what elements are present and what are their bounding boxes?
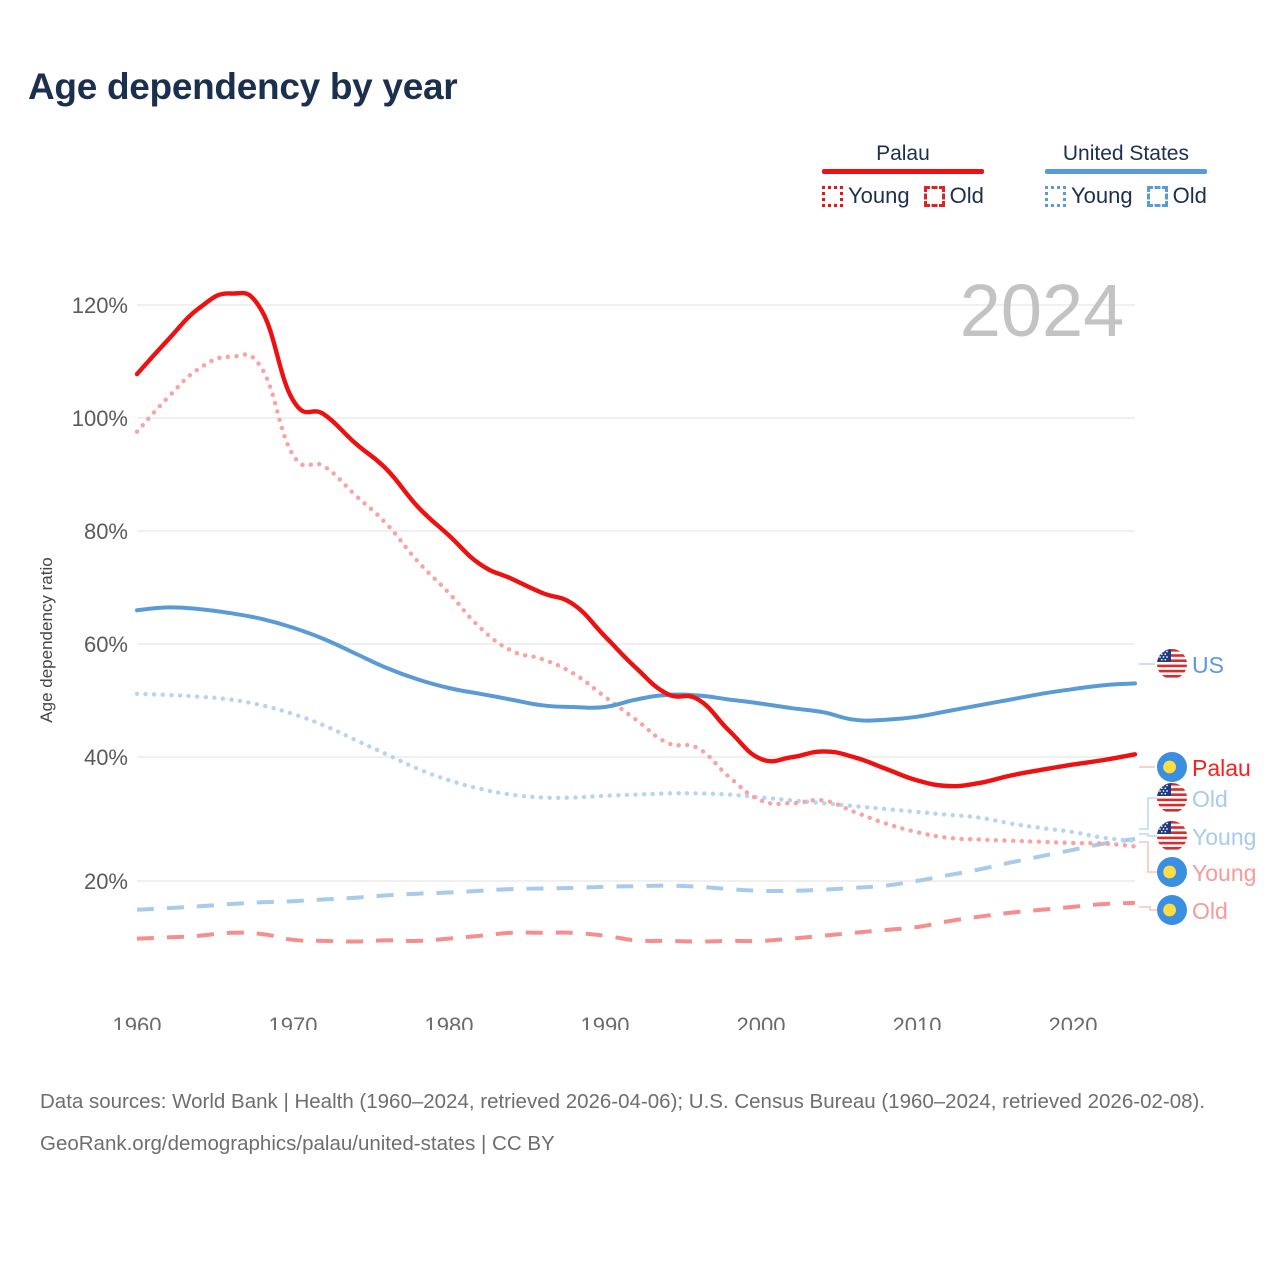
legend-group-palau: Palau Young Old — [822, 142, 984, 209]
legend-item-palau-young[interactable]: Young — [822, 183, 910, 209]
line-chart: 120% 100% 80% 60% 40% 20% Age dependency… — [37, 269, 1256, 1030]
chart-footer: Data sources: World Bank | Health (1960–… — [40, 1085, 1255, 1160]
svg-text:100%: 100% — [72, 406, 128, 431]
legend-item-us-young[interactable]: Young — [1045, 183, 1133, 209]
svg-text:1980: 1980 — [425, 1013, 474, 1030]
end-label-text-palau-young: Young — [1192, 860, 1256, 886]
dashed-square-swatch-icon — [923, 185, 945, 207]
end-label-us-old[interactable]: Old — [1157, 783, 1228, 813]
end-label-text-us-young: Young — [1192, 824, 1256, 850]
legend-country-united-states[interactable]: United States — [1062, 142, 1189, 165]
legend-item-us-old[interactable]: Old — [1146, 183, 1207, 209]
year-watermark: 2024 — [960, 269, 1125, 352]
legend-label-us-young: Young — [1071, 183, 1133, 208]
series-line-us-old — [136, 837, 1136, 912]
legend-rule-united-states — [1045, 169, 1207, 174]
legend-label-palau-young: Young — [848, 183, 910, 208]
end-label-text-us: US — [1192, 652, 1224, 678]
end-label-us-young[interactable]: Young — [1157, 821, 1256, 851]
svg-text:2010: 2010 — [893, 1013, 942, 1030]
legend-label-us-old: Old — [1172, 183, 1207, 208]
series-line-palau-total — [134, 290, 1138, 789]
svg-text:60%: 60% — [84, 632, 128, 657]
end-label-us[interactable]: US — [1157, 649, 1224, 679]
legend-label-palau-old: Old — [949, 183, 984, 208]
svg-text:1990: 1990 — [581, 1013, 630, 1030]
end-label-palau-old[interactable]: Old — [1157, 895, 1228, 925]
y-axis-ticks: 120% 100% 80% 60% 40% 20% — [72, 293, 128, 894]
series-line-us-total — [135, 605, 1137, 723]
chart-legend: Palau Young Old United States Young Old — [810, 142, 1260, 222]
footer-url[interactable]: GeoRank.org/demographics/palau/united-st… — [40, 1132, 555, 1156]
end-label-text-us-old: Old — [1192, 786, 1228, 812]
chart-gridlines — [137, 304, 1135, 882]
chart-plot-area: 120% 100% 80% 60% 40% 20% Age dependency… — [0, 240, 1280, 1030]
svg-text:80%: 80% — [84, 519, 128, 544]
svg-text:1970: 1970 — [269, 1013, 318, 1030]
chart-series-group — [134, 290, 1138, 944]
legend-rule-palau — [822, 169, 984, 174]
svg-text:2020: 2020 — [1049, 1013, 1098, 1030]
end-label-palau[interactable]: Palau — [1157, 752, 1251, 782]
dotted-square-swatch-icon — [822, 185, 843, 207]
svg-text:20%: 20% — [84, 869, 128, 894]
series-line-palau-old — [136, 900, 1136, 944]
svg-text:1960: 1960 — [113, 1013, 162, 1030]
svg-text:120%: 120% — [72, 293, 128, 318]
page-title: Age dependency by year — [28, 66, 458, 107]
svg-text:2000: 2000 — [737, 1013, 786, 1030]
series-line-us-young — [134, 691, 1138, 843]
legend-group-united-states: United States Young Old — [1045, 142, 1207, 209]
end-label-text-palau-old: Old — [1192, 898, 1228, 924]
legend-item-palau-old[interactable]: Old — [923, 183, 984, 209]
end-label-palau-young[interactable]: Young — [1157, 857, 1256, 887]
end-label-leaders — [1139, 663, 1157, 911]
footer-data-sources: Data sources: World Bank | Health (1960–… — [40, 1090, 1206, 1113]
dotted-square-swatch-icon — [1045, 185, 1066, 207]
svg-text:40%: 40% — [84, 745, 128, 770]
end-label-text-palau: Palau — [1192, 755, 1251, 781]
x-axis-ticks: 1960 1970 1980 1990 2000 2010 2020 — [113, 1013, 1098, 1030]
y-axis-title: Age dependency ratio — [37, 557, 56, 722]
dashed-square-swatch-icon — [1146, 185, 1168, 207]
legend-country-palau[interactable]: Palau — [876, 142, 930, 165]
series-line-palau-young — [134, 352, 1138, 849]
